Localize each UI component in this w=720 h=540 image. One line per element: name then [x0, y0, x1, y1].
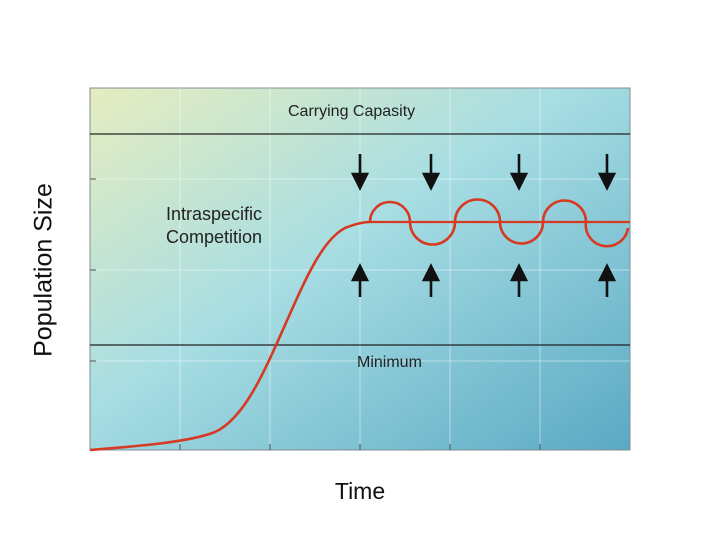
tick-marks — [90, 178, 541, 450]
y-axis-label: Population Size — [29, 183, 58, 357]
down-arrows — [350, 154, 617, 191]
annotation-line-1: Intraspecific — [166, 204, 263, 224]
up-arrows — [350, 263, 617, 297]
minimum-label: Minimum — [357, 354, 422, 371]
up-arrow-3 — [509, 263, 529, 297]
x-axis-label: Time — [334, 478, 386, 504]
annotation-line-2: Competition — [166, 227, 263, 247]
population-curve-rise — [89, 220, 371, 452]
down-arrow-1 — [350, 154, 370, 191]
down-arrow-4 — [597, 154, 617, 191]
up-arrow-2 — [421, 263, 441, 297]
up-arrow-4 — [597, 263, 617, 297]
up-arrow-1 — [350, 263, 370, 297]
down-arrow-2 — [421, 154, 441, 191]
population-curve-oscillation — [368, 198, 630, 248]
carrying-capacity-label: Carrying Capasity — [288, 103, 416, 120]
intraspecific-competition-label: Intraspecific Competition — [166, 203, 262, 249]
down-arrow-3 — [509, 154, 529, 191]
